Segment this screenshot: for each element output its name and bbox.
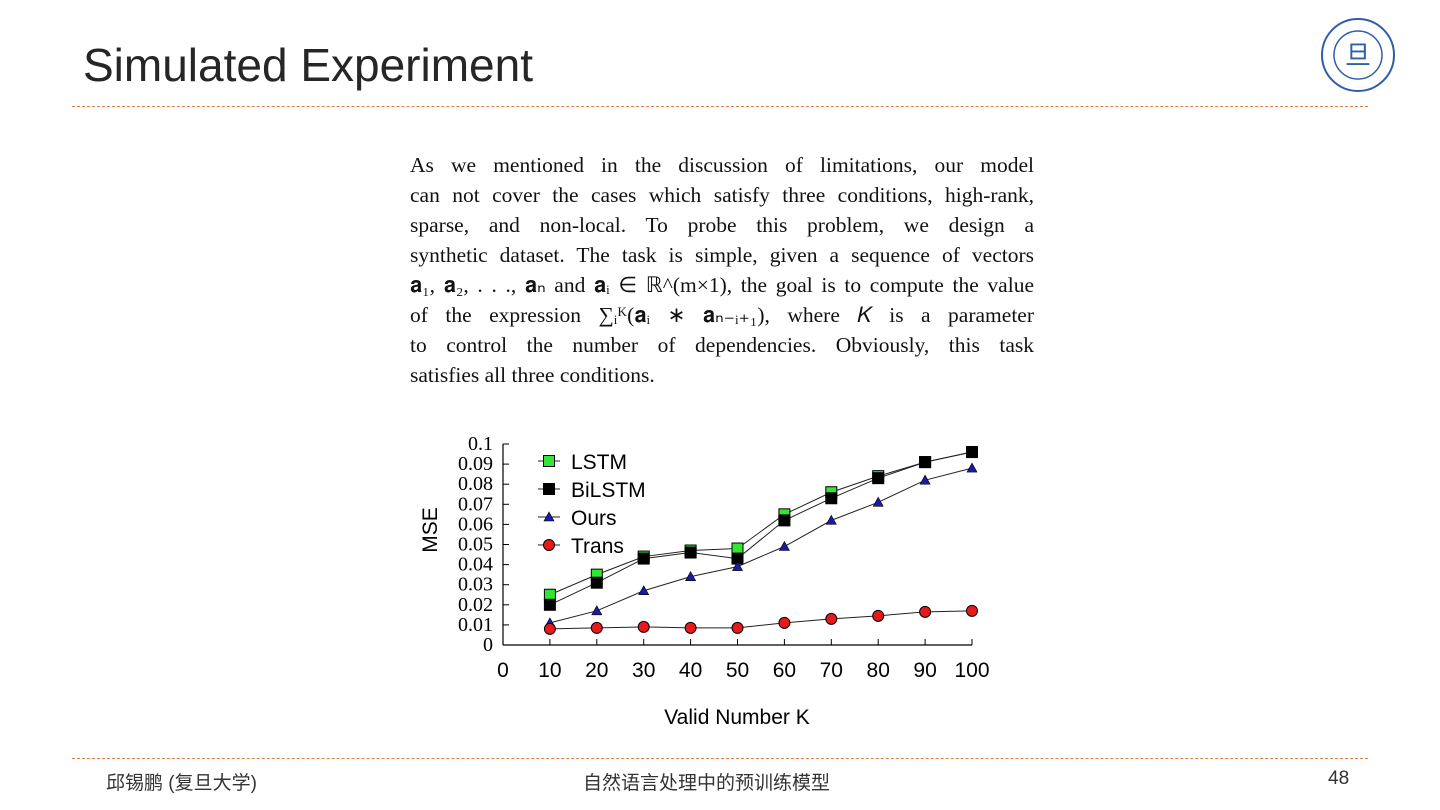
footer-course: 自然语言处理中的预训练模型	[583, 773, 831, 794]
data-point-trans	[684, 621, 697, 634]
data-point-lstm	[543, 588, 556, 601]
data-point-trans	[872, 609, 885, 622]
data-point-trans	[731, 621, 744, 634]
footer-divider	[72, 758, 1368, 759]
x-tick-label: 0	[497, 659, 509, 682]
legend-label: Ours	[571, 507, 617, 530]
x-tick-label: 40	[679, 659, 702, 682]
data-point-trans	[543, 622, 556, 635]
y-tick-label: 0.08	[458, 473, 493, 495]
data-point-bilstm	[590, 576, 603, 589]
paper-paragraph: As we mentioned in the discussion of lim…	[410, 150, 1034, 390]
x-tick-label: 60	[773, 659, 796, 682]
svg-text:旦: 旦	[1345, 41, 1371, 71]
legend-label: BiLSTM	[571, 479, 646, 502]
header-divider	[72, 106, 1368, 107]
paragraph-line: sparse, and non-local. To probe this pro…	[410, 213, 1034, 237]
legend-marker-lstm	[543, 455, 555, 467]
paragraph-line: synthetic dataset. The task is simple, g…	[410, 243, 1034, 267]
legend-marker-bilstm	[543, 483, 555, 495]
data-point-bilstm	[825, 492, 838, 505]
data-point-lstm	[731, 542, 744, 555]
paragraph-line: 𝐚₁, 𝐚₂, . . ., 𝐚ₙ and 𝐚ᵢ ∈ ℝ^(m×1), the …	[410, 273, 1034, 297]
data-point-ours	[638, 585, 650, 596]
data-point-trans	[825, 612, 838, 625]
paragraph-line: of the expression ∑ᵢᴷ(𝐚ᵢ ∗ 𝐚ₙ₋ᵢ₊₁), wher…	[410, 303, 1034, 327]
data-point-bilstm	[684, 546, 697, 559]
x-tick-label: 90	[913, 659, 936, 682]
series-line-lstm	[549, 451, 973, 596]
footer-author: 邱锡鹏 (复旦大学)	[106, 773, 257, 794]
data-point-bilstm	[543, 598, 556, 611]
data-point-trans	[919, 605, 932, 618]
data-point-bilstm	[966, 446, 978, 459]
legend-marker-trans	[543, 539, 555, 551]
y-tick-label: 0.03	[458, 574, 493, 596]
y-tick-label: 0.01	[458, 614, 493, 636]
y-axis-label: MSE	[419, 507, 442, 553]
x-tick-label: 20	[585, 659, 608, 682]
y-tick-label: 0.06	[458, 513, 493, 535]
data-point-trans	[966, 604, 978, 617]
legend-label: Trans	[571, 535, 624, 558]
x-tick-label: 30	[632, 659, 655, 682]
paragraph-line: to control the number of dependencies. O…	[410, 333, 1034, 357]
y-tick-label: 0.09	[458, 453, 493, 475]
data-point-ours	[591, 605, 603, 616]
data-point-trans	[778, 616, 791, 629]
series-line-ours	[549, 467, 973, 624]
x-axis-label: Valid Number K	[664, 706, 810, 729]
legend-label: LSTM	[571, 451, 627, 474]
slide-title: Simulated Experiment	[83, 39, 533, 91]
page-number: 48	[1328, 768, 1350, 789]
paragraph-line: As we mentioned in the discussion of lim…	[410, 153, 1034, 177]
y-tick-label: 0.04	[458, 554, 493, 576]
legend-marker-ours	[543, 511, 555, 522]
x-tick-label: 80	[867, 659, 890, 682]
x-tick-label: 10	[538, 659, 561, 682]
y-tick-label: 0.07	[458, 493, 493, 515]
data-point-ours	[919, 474, 931, 485]
data-point-trans	[637, 620, 650, 633]
data-point-bilstm	[778, 514, 791, 527]
paragraph-line: can not cover the cases which satisfy th…	[410, 183, 1034, 207]
x-tick-label: 50	[726, 659, 749, 682]
series-line-bilstm	[549, 451, 973, 606]
series-line-trans	[549, 610, 973, 630]
data-point-ours	[778, 540, 790, 551]
y-tick-label: 0	[483, 634, 493, 656]
data-point-bilstm	[919, 456, 932, 469]
x-tick-label: 70	[820, 659, 843, 682]
paragraph-line: satisfies all three conditions.	[410, 363, 655, 387]
data-point-ours	[966, 462, 978, 473]
data-point-ours	[872, 496, 884, 507]
y-tick-label: 0.05	[458, 534, 493, 556]
data-point-ours	[825, 514, 837, 525]
y-tick-label: 0.1	[468, 433, 493, 455]
x-tick-label: 100	[954, 659, 989, 682]
y-tick-label: 0.02	[458, 594, 493, 616]
data-point-trans	[590, 621, 603, 634]
data-point-ours	[731, 560, 744, 571]
data-point-bilstm	[637, 552, 650, 565]
data-point-bilstm	[872, 472, 885, 485]
fudan-logo: 旦	[1321, 18, 1395, 92]
data-point-ours	[685, 571, 697, 581]
